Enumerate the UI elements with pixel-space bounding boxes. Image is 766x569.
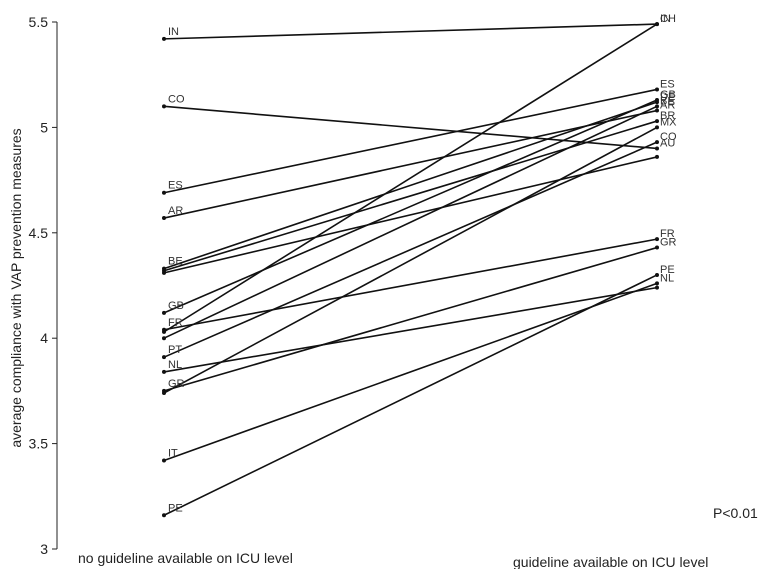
series-line — [163, 126, 658, 394]
right-point-label: IN — [660, 13, 671, 25]
right-point-label: AR — [660, 100, 675, 112]
right-point-label: DE — [660, 91, 675, 103]
y-tick-label: 3.5 — [29, 436, 49, 452]
series-line — [163, 99, 658, 314]
right-point-label: ES — [660, 78, 675, 90]
point-right — [655, 272, 659, 277]
point-left — [162, 369, 166, 374]
right-point-label: AU — [660, 137, 675, 149]
point-right — [655, 281, 659, 286]
left-point-label: ES — [168, 180, 183, 192]
point-left — [162, 104, 166, 109]
point-left — [162, 513, 166, 518]
y-axis: 3 3.5 4 4.5 5 5.5 — [29, 14, 58, 557]
left-point-label: GR — [168, 378, 185, 390]
left-point-label: IT — [168, 447, 178, 459]
left-point-labels: IN CO ES AR BE GB FR PT NL GR IT PE — [168, 26, 185, 514]
right-point-label: PE — [660, 264, 675, 276]
left-point-label: PT — [168, 344, 182, 356]
y-tick-label: 4 — [40, 330, 48, 346]
point-left — [162, 458, 166, 463]
point-left — [162, 355, 166, 360]
series-line — [163, 282, 658, 462]
right-point-label: BE — [660, 95, 675, 107]
series-line — [163, 88, 658, 194]
point-right — [655, 146, 659, 151]
right-point-label: GR — [660, 237, 677, 249]
left-point-label: CO — [168, 93, 185, 105]
series-line — [163, 101, 658, 270]
left-point-label: PE — [168, 502, 183, 514]
point-right — [655, 245, 659, 250]
right-point-label: CH — [660, 13, 676, 25]
left-point-label: IN — [168, 26, 179, 38]
y-tick-label: 3 — [40, 541, 48, 557]
series-line — [163, 105, 658, 339]
series-points — [162, 22, 659, 518]
series-line — [163, 105, 658, 150]
right-point-label: MX — [660, 116, 677, 128]
left-point-label: AR — [168, 205, 183, 217]
point-left — [162, 36, 166, 41]
x-category-right: guideline available on ICU level — [513, 554, 708, 569]
point-left — [162, 391, 166, 396]
point-right — [655, 22, 659, 27]
series-line — [163, 109, 658, 219]
point-left — [162, 336, 166, 341]
point-right — [655, 119, 659, 124]
p-value-annotation: P<0.01 — [713, 505, 758, 521]
point-right — [655, 125, 659, 130]
right-point-label: NL — [660, 272, 674, 284]
point-left — [162, 310, 166, 315]
point-left — [162, 329, 166, 334]
right-point-label: BR — [660, 110, 675, 122]
point-left — [162, 270, 166, 275]
point-right — [655, 237, 659, 242]
series-lines — [163, 23, 658, 516]
y-tick-label: 4.5 — [29, 225, 49, 241]
series-line — [163, 141, 658, 358]
x-category-left: no guideline available on ICU level — [78, 550, 293, 566]
series-line — [163, 238, 658, 331]
point-right — [655, 97, 659, 102]
left-point-label: FR — [168, 317, 183, 329]
point-right — [655, 154, 659, 159]
point-left — [162, 216, 166, 221]
series-line — [163, 274, 658, 516]
y-tick-label: 5 — [40, 119, 48, 135]
right-point-label: FR — [660, 228, 675, 240]
series-line — [163, 156, 658, 274]
series-line — [163, 286, 658, 373]
point-left — [162, 190, 166, 195]
series-line — [163, 23, 658, 40]
left-point-label: GB — [168, 300, 184, 312]
point-right — [655, 87, 659, 92]
point-right — [655, 285, 659, 290]
point-right — [655, 108, 659, 113]
y-axis-title: average compliance with VAP prevention m… — [8, 128, 24, 447]
left-point-label: NL — [168, 359, 182, 371]
left-point-label: BE — [168, 256, 183, 268]
y-tick-label: 5.5 — [29, 14, 49, 30]
right-point-label: CO — [660, 131, 677, 143]
point-right — [655, 140, 659, 145]
point-right — [655, 104, 659, 109]
right-point-label: GB — [660, 89, 676, 101]
series-line — [163, 120, 658, 272]
series-line — [163, 23, 658, 333]
series-line — [163, 246, 658, 392]
